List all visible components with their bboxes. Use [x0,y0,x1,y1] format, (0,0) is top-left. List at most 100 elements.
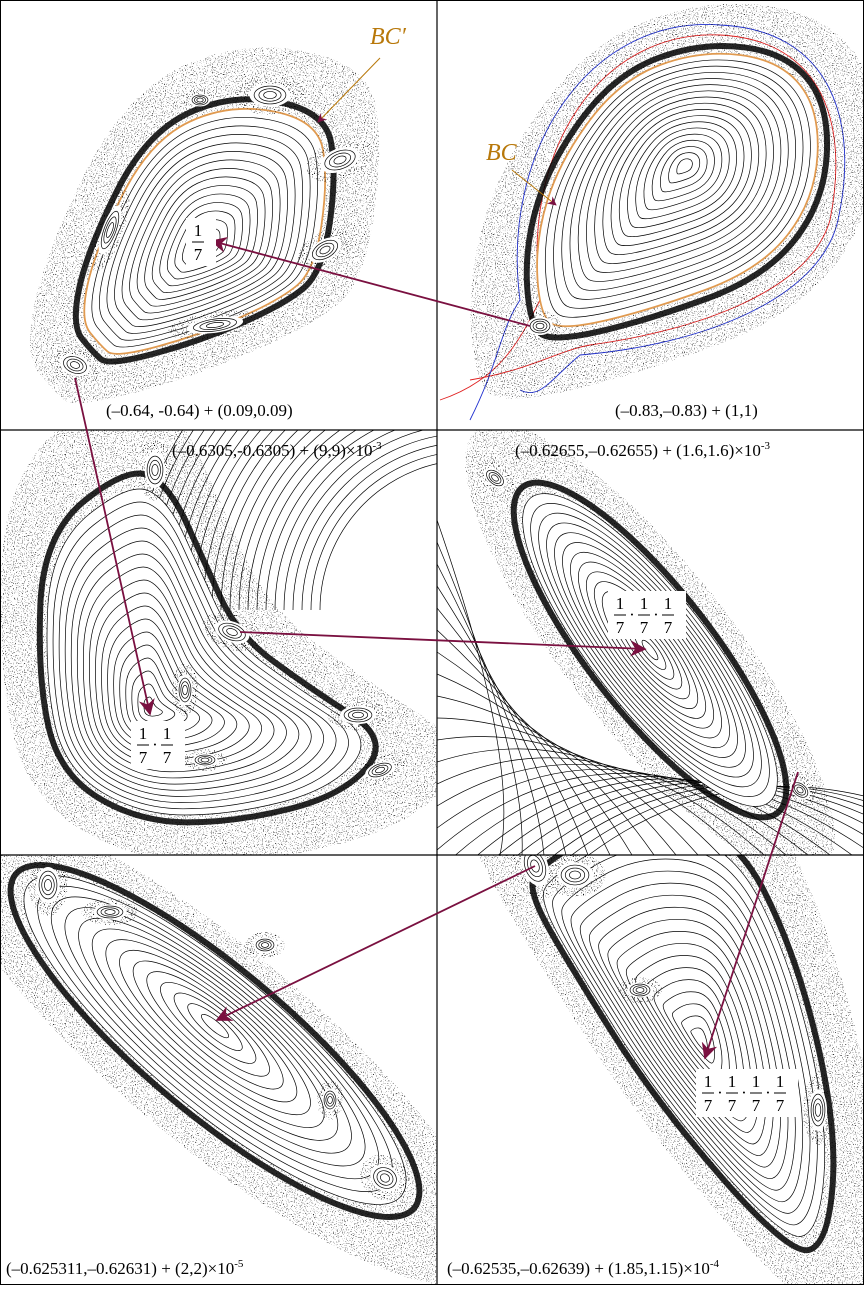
orbit [132,960,298,1103]
fraction-separator: · [765,1083,771,1102]
island-fill [339,705,377,725]
island-orbit [333,155,347,165]
island-fill [214,620,250,644]
island-orbit [325,1093,335,1107]
orbit [578,561,722,739]
island-interior [47,489,361,815]
orbit [589,894,789,1179]
orbit [660,146,708,193]
island-orbit [373,1167,397,1189]
orbit-arc [301,444,437,611]
island-orbit [629,983,651,997]
island-orbit [178,677,192,703]
denominator: 7 [776,1096,785,1115]
numerator: 1 [728,1072,737,1091]
orbit-line [437,519,505,855]
island-orbit [66,358,84,372]
orbit [64,907,366,1167]
orbit [579,882,796,1191]
numerator: 1 [640,594,649,613]
orbit [598,906,782,1168]
orbit [160,981,270,1077]
orbit [64,527,325,797]
orbit [136,168,273,307]
fraction-separator: · [717,1083,723,1102]
island-orbit [100,210,120,250]
island-orbit [371,764,389,776]
fraction-separator: · [741,1083,747,1102]
panel-caption: (–0.62655,–0.62655) + (1.6,1.6)×10-3 [515,440,770,460]
island-orbit [812,1098,824,1122]
island-orbit [258,940,272,950]
orbit [137,683,176,723]
island-orbit [328,152,352,168]
orbit [187,1003,243,1051]
caption-text: (–0.6305,-0.6305) + (9,9)×10 [172,441,372,460]
island-orbit [63,356,87,374]
orbit [89,579,275,773]
orbit [643,133,723,211]
island-orbit [194,96,206,104]
island-orbit [258,88,282,102]
numerator: 1 [163,724,172,743]
fraction-separator: · [152,735,158,754]
island-orbit [44,879,52,891]
island-orbit [352,711,364,719]
arrow [74,377,155,716]
island-orbit [560,864,590,886]
panel-caption: (–0.64, -0.64) + (0.09,0.09) [106,401,293,420]
orbit-arc [256,430,357,611]
orbit [114,142,296,327]
panel-caption: (–0.625311,–0.62631) + (2,2)×10-5 [6,1258,244,1278]
boundary-label: BC [486,140,518,166]
orbit [607,919,774,1156]
arrow [239,631,647,657]
panel-caption: (–0.62535,–0.62639) + (1.85,1.15)×10-4 [447,1258,719,1278]
orbit [577,84,782,282]
caption-exponent: -5 [234,1258,244,1270]
orbit-line [437,673,655,855]
arrow [215,865,536,1021]
orbit-arc [247,430,341,611]
orbit [561,858,811,1214]
island-orbit [41,874,55,896]
orbit [23,875,407,1205]
island-orbit [535,322,545,330]
island-fill [189,93,211,107]
boundary-label: BC′ [370,24,407,50]
arrow [701,771,799,1060]
island-orbit [569,870,581,880]
island-interior [543,855,825,1237]
denominator: 7 [728,1096,737,1115]
chaotic-layer [510,479,790,821]
orbit [627,121,737,229]
island-orbit [796,786,804,794]
island-orbit [343,707,373,723]
island-orbit [311,239,339,261]
denominator: 7 [664,618,673,637]
orbit-arc [292,435,437,611]
island-orbit [106,222,114,238]
island-fill [520,855,550,886]
island-orbit [532,320,548,332]
island-orbit [315,242,335,258]
orbit [121,151,288,321]
orbit [119,949,311,1116]
orbit [106,134,303,334]
island-orbit [488,472,502,484]
orbit [99,125,311,341]
island-orbit [38,870,58,900]
island-fill [527,316,553,336]
island-orbit [491,474,499,482]
island-orbit [226,628,238,636]
fraction-separator: · [629,605,635,624]
orbit-line [437,563,545,855]
island-orbit [96,905,124,919]
caption-text: (–0.625311,–0.62631) + (2,2)×10 [6,1259,234,1278]
denominator: 7 [163,748,172,767]
orbit [561,71,796,300]
orbit-arc [283,430,425,611]
panel [0,855,437,1285]
